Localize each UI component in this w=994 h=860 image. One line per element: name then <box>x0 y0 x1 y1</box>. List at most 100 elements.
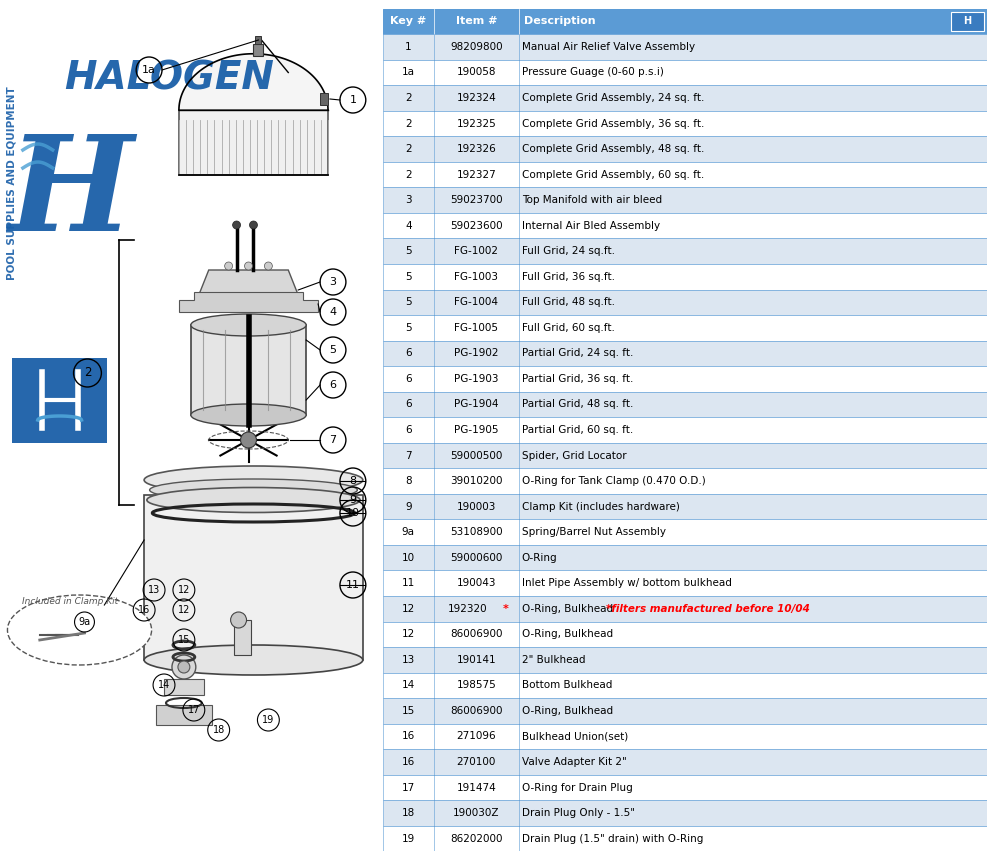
Text: 271096: 271096 <box>456 732 496 741</box>
Text: 16: 16 <box>402 757 415 767</box>
Text: 190030Z: 190030Z <box>453 808 500 818</box>
Bar <box>383 417 987 443</box>
Text: HALOGEN: HALOGEN <box>65 60 274 98</box>
Text: 5: 5 <box>329 345 337 355</box>
Text: 14: 14 <box>402 680 415 691</box>
Circle shape <box>241 432 256 448</box>
Polygon shape <box>199 270 298 295</box>
Text: 98209800: 98209800 <box>450 42 503 52</box>
Text: 17: 17 <box>402 783 415 793</box>
Text: Partial Grid, 48 sq. ft.: Partial Grid, 48 sq. ft. <box>522 399 633 409</box>
Bar <box>383 366 987 391</box>
Bar <box>13 358 107 443</box>
Text: 16: 16 <box>402 732 415 741</box>
Text: H: H <box>963 16 971 27</box>
Text: 1a: 1a <box>142 65 156 75</box>
Text: 5: 5 <box>406 322 412 333</box>
Text: Included in Clamp Kit: Included in Clamp Kit <box>22 598 117 606</box>
Text: 190058: 190058 <box>456 67 496 77</box>
Text: Full Grid, 36 sq.ft.: Full Grid, 36 sq.ft. <box>522 272 614 282</box>
Text: Description: Description <box>524 16 595 27</box>
Text: 9: 9 <box>349 495 357 505</box>
Text: Spring/Barrel Nut Assembly: Spring/Barrel Nut Assembly <box>522 527 666 538</box>
Text: 6: 6 <box>329 380 337 390</box>
Bar <box>383 826 987 851</box>
Bar <box>144 495 363 660</box>
Text: Bottom Bulkhead: Bottom Bulkhead <box>522 680 612 691</box>
Ellipse shape <box>191 314 306 336</box>
Text: O-Ring, Bulkhead: O-Ring, Bulkhead <box>522 604 616 614</box>
Bar <box>253 44 263 56</box>
Text: 9a: 9a <box>79 617 90 627</box>
Text: 190141: 190141 <box>456 654 496 665</box>
Text: 18: 18 <box>213 725 225 735</box>
Bar <box>951 12 984 31</box>
Text: Partial Grid, 36 sq. ft.: Partial Grid, 36 sq. ft. <box>522 374 633 384</box>
Text: 192327: 192327 <box>456 169 496 180</box>
Bar <box>320 93 328 105</box>
Text: Top Manifold with air bleed: Top Manifold with air bleed <box>522 195 662 206</box>
Text: 190043: 190043 <box>456 578 496 588</box>
Text: 59023600: 59023600 <box>450 221 503 230</box>
Text: 12: 12 <box>402 630 415 639</box>
Text: 5: 5 <box>406 298 412 307</box>
Bar <box>383 519 987 545</box>
Circle shape <box>245 262 252 270</box>
Text: 12: 12 <box>178 585 190 595</box>
Circle shape <box>178 661 190 673</box>
Text: Partial Grid, 60 sq. ft.: Partial Grid, 60 sq. ft. <box>522 425 633 435</box>
Bar <box>383 724 987 749</box>
Circle shape <box>172 655 196 679</box>
Text: Full Grid, 60 sq.ft.: Full Grid, 60 sq.ft. <box>522 322 614 333</box>
Text: Complete Grid Assembly, 36 sq. ft.: Complete Grid Assembly, 36 sq. ft. <box>522 119 704 128</box>
Text: Drain Plug (1.5" drain) with O-Ring: Drain Plug (1.5" drain) with O-Ring <box>522 833 703 844</box>
Text: 5: 5 <box>406 272 412 282</box>
Text: O-Ring: O-Ring <box>522 553 558 562</box>
Text: PG-1903: PG-1903 <box>454 374 499 384</box>
Text: Valve Adapter Kit 2": Valve Adapter Kit 2" <box>522 757 626 767</box>
Bar <box>383 9 987 34</box>
Text: 17: 17 <box>188 705 200 715</box>
Text: 1: 1 <box>349 95 357 105</box>
Text: 14: 14 <box>158 680 170 690</box>
Ellipse shape <box>191 404 306 426</box>
Text: 4: 4 <box>329 307 337 317</box>
Text: O-Ring, Bulkhead: O-Ring, Bulkhead <box>522 630 613 639</box>
Text: 86202000: 86202000 <box>450 833 503 844</box>
Text: *: * <box>502 604 508 614</box>
Bar <box>383 801 987 826</box>
Text: 15: 15 <box>178 635 190 645</box>
Text: 6: 6 <box>406 374 412 384</box>
Text: 59000600: 59000600 <box>450 553 503 562</box>
Text: PG-1905: PG-1905 <box>454 425 499 435</box>
Text: 2: 2 <box>406 93 412 103</box>
Bar <box>383 34 987 59</box>
Text: 2: 2 <box>406 169 412 180</box>
Text: 192320: 192320 <box>447 604 487 614</box>
Ellipse shape <box>144 466 363 494</box>
Text: Spider, Grid Locator: Spider, Grid Locator <box>522 451 626 461</box>
Text: 7: 7 <box>406 451 412 461</box>
Bar <box>179 110 328 175</box>
Bar <box>383 647 987 673</box>
Text: Full Grid, 48 sq.ft.: Full Grid, 48 sq.ft. <box>522 298 614 307</box>
Text: Inlet Pipe Assembly w/ bottom bulkhead: Inlet Pipe Assembly w/ bottom bulkhead <box>522 578 732 588</box>
Bar <box>383 59 987 85</box>
Bar <box>383 443 987 469</box>
Bar <box>383 570 987 596</box>
Bar <box>383 136 987 162</box>
Bar <box>383 673 987 698</box>
Text: Pressure Guage (0-60 p.s.i): Pressure Guage (0-60 p.s.i) <box>522 67 664 77</box>
Text: 11: 11 <box>346 580 360 590</box>
Ellipse shape <box>147 488 360 513</box>
Text: FG-1005: FG-1005 <box>454 322 498 333</box>
Text: 9: 9 <box>406 501 412 512</box>
Text: 2" Bulkhead: 2" Bulkhead <box>522 654 585 665</box>
Text: Clamp Kit (includes hardware): Clamp Kit (includes hardware) <box>522 501 680 512</box>
Text: 6: 6 <box>406 425 412 435</box>
Text: O-Ring, Bulkhead: O-Ring, Bulkhead <box>522 706 613 716</box>
Text: PG-1902: PG-1902 <box>454 348 499 359</box>
Bar <box>383 494 987 519</box>
Text: Complete Grid Assembly, 60 sq. ft.: Complete Grid Assembly, 60 sq. ft. <box>522 169 704 180</box>
Bar <box>383 469 987 494</box>
